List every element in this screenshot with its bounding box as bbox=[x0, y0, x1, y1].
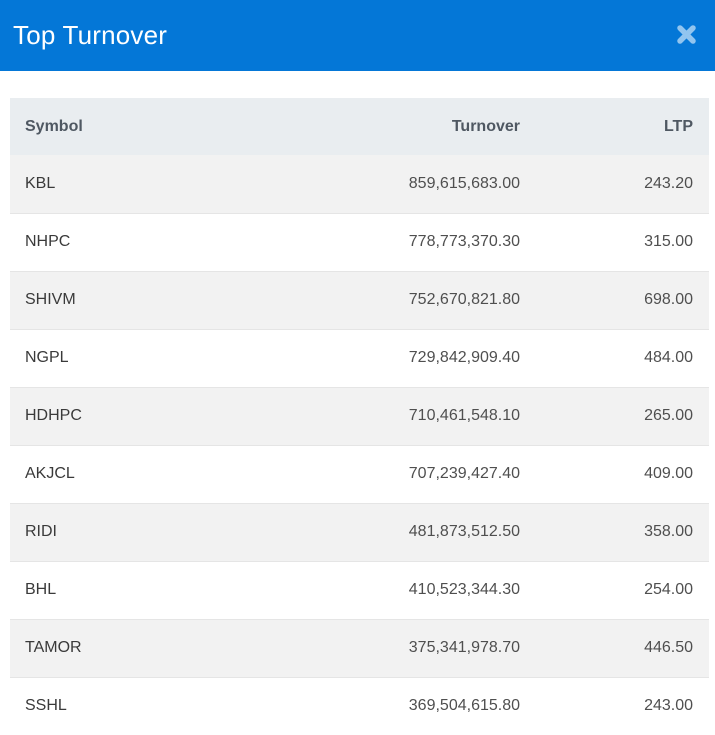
top-turnover-table: Symbol Turnover LTP KBL 859,615,683.00 2… bbox=[10, 98, 709, 735]
turnover-cell: 752,670,821.80 bbox=[408, 291, 520, 308]
symbol-cell[interactable]: TAMOR bbox=[25, 639, 82, 656]
ltp-cell: 265.00 bbox=[644, 407, 693, 424]
column-header-ltp: LTP bbox=[663, 117, 693, 135]
ltp-cell: 254.00 bbox=[644, 581, 693, 598]
table-row[interactable]: KBL 859,615,683.00 243.20 bbox=[10, 155, 709, 213]
ltp-cell: 409.00 bbox=[644, 465, 693, 482]
close-button[interactable] bbox=[672, 20, 701, 52]
close-icon bbox=[676, 24, 697, 48]
table-row[interactable]: AKJCL 707,239,427.40 409.00 bbox=[10, 445, 709, 503]
turnover-cell: 778,773,370.30 bbox=[408, 233, 520, 250]
table-header-row: Symbol Turnover LTP bbox=[10, 98, 709, 155]
table-row[interactable]: SSHL 369,504,615.80 243.00 bbox=[10, 677, 709, 735]
symbol-cell[interactable]: KBL bbox=[25, 174, 56, 192]
symbol-cell[interactable]: AKJCL bbox=[25, 465, 75, 482]
table-row[interactable]: RIDI 481,873,512.50 358.00 bbox=[10, 503, 709, 561]
table-row[interactable]: TAMOR 375,341,978.70 446.50 bbox=[10, 619, 709, 677]
ltp-cell: 484.00 bbox=[644, 349, 693, 366]
symbol-cell[interactable]: RIDI bbox=[25, 523, 57, 540]
table-row[interactable]: NGPL 729,842,909.40 484.00 bbox=[10, 329, 709, 387]
ltp-cell: 315.00 bbox=[644, 233, 693, 250]
turnover-cell: 481,873,512.50 bbox=[408, 523, 520, 540]
turnover-cell: 859,615,683.00 bbox=[408, 174, 520, 192]
column-header-symbol: Symbol bbox=[25, 117, 83, 135]
symbol-cell[interactable]: SSHL bbox=[25, 697, 67, 714]
column-header-turnover: Turnover bbox=[451, 117, 520, 135]
table-row[interactable]: BHL 410,523,344.30 254.00 bbox=[10, 561, 709, 619]
symbol-cell[interactable]: NGPL bbox=[25, 349, 69, 366]
top-turnover-table-container: Symbol Turnover LTP KBL 859,615,683.00 2… bbox=[10, 98, 709, 735]
table-row[interactable]: HDHPC 710,461,548.10 265.00 bbox=[10, 387, 709, 445]
turnover-cell: 369,504,615.80 bbox=[408, 697, 520, 714]
ltp-cell: 243.20 bbox=[644, 174, 693, 192]
modal-title: Top Turnover bbox=[13, 20, 168, 50]
turnover-cell: 710,461,548.10 bbox=[408, 407, 520, 424]
symbol-cell[interactable]: HDHPC bbox=[25, 407, 82, 424]
turnover-cell: 729,842,909.40 bbox=[408, 349, 520, 366]
turnover-cell: 410,523,344.30 bbox=[408, 581, 520, 598]
ltp-cell: 243.00 bbox=[644, 697, 693, 714]
turnover-cell: 375,341,978.70 bbox=[408, 639, 520, 656]
table-row[interactable]: NHPC 778,773,370.30 315.00 bbox=[10, 213, 709, 271]
symbol-cell[interactable]: BHL bbox=[25, 581, 57, 598]
symbol-cell[interactable]: NHPC bbox=[25, 233, 71, 250]
symbol-cell[interactable]: SHIVM bbox=[25, 291, 76, 308]
modal-header: Top Turnover bbox=[0, 0, 715, 71]
table-row[interactable]: SHIVM 752,670,821.80 698.00 bbox=[10, 271, 709, 329]
turnover-cell: 707,239,427.40 bbox=[408, 465, 520, 482]
ltp-cell: 358.00 bbox=[644, 523, 693, 540]
ltp-cell: 698.00 bbox=[644, 291, 693, 308]
ltp-cell: 446.50 bbox=[644, 639, 693, 656]
